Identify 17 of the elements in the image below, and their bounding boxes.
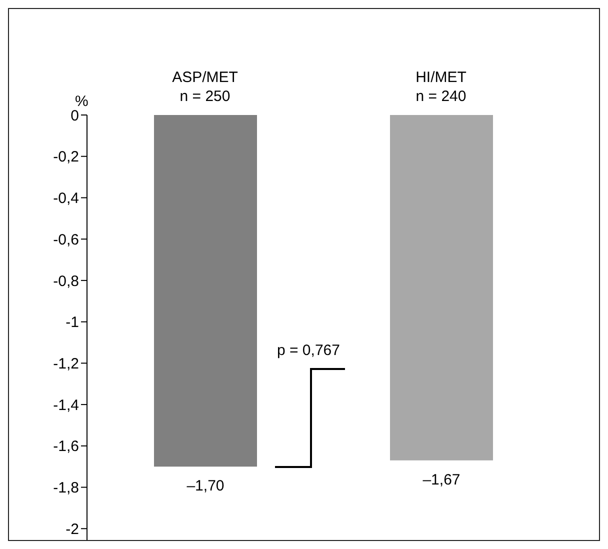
y-tick-label: -0,8 bbox=[53, 272, 79, 290]
y-tick-label: -1,4 bbox=[53, 396, 79, 414]
y-tick-label: 0 bbox=[70, 107, 79, 124]
y-tick-label: -0,2 bbox=[53, 148, 79, 166]
y-tick-label: -0,6 bbox=[53, 231, 79, 248]
x-tick-label: HI/MET n = 240 bbox=[416, 69, 466, 105]
y-tick-label: -1,6 bbox=[53, 438, 79, 456]
annotation: p = 0,767 bbox=[277, 342, 340, 359]
y-tick-label: -1,2 bbox=[53, 356, 79, 373]
y-axis-title: % bbox=[75, 93, 88, 110]
y-tick-label: -1 bbox=[66, 314, 79, 332]
y-tick-label: -1,8 bbox=[53, 480, 79, 497]
data-label: –1,67 bbox=[422, 471, 460, 488]
y-tick-label: -0,4 bbox=[53, 190, 79, 208]
data-label: –1,70 bbox=[186, 478, 224, 495]
x-tick-label: ASP/MET n = 250 bbox=[172, 69, 238, 105]
y-tick-label: -2 bbox=[66, 520, 79, 538]
